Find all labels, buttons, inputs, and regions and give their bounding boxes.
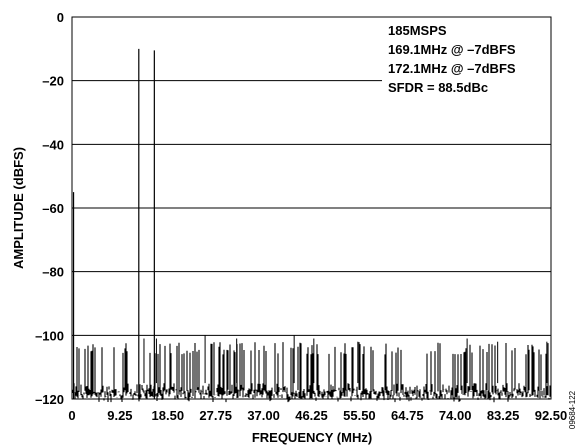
x-tick-label: 46.25 xyxy=(295,408,328,423)
y-tick-label: –100 xyxy=(35,328,64,343)
x-tick-label: 9.25 xyxy=(107,408,132,423)
annotation-line: 169.1MHz @ –7dBFS xyxy=(388,42,516,57)
figure-id: 09684-122 xyxy=(568,390,577,429)
x-tick-label: 37.00 xyxy=(247,408,280,423)
y-axis-label: AMPLITUDE (dBFS) xyxy=(11,147,26,269)
x-tick-label: 83.25 xyxy=(487,408,520,423)
y-tick-label: –40 xyxy=(42,137,64,152)
x-tick-label: 27.75 xyxy=(199,408,232,423)
y-tick-label: –60 xyxy=(42,201,64,216)
y-tick-label: –120 xyxy=(35,392,64,407)
y-tick-label: –20 xyxy=(42,74,64,89)
y-tick-label: –80 xyxy=(42,265,64,280)
annotation-line: 185MSPS xyxy=(388,23,447,38)
x-axis-ticks: 0 9.25 18.50 27.75 37.00 46.25 55.50 64.75 74.00… xyxy=(68,408,567,423)
x-axis-label: FREQUENCY (MHz) xyxy=(252,430,372,445)
annotation-block: 185MSPS 169.1MHz @ –7dBFS 172.1MHz @ –7dBF… xyxy=(388,23,516,95)
grid-lines xyxy=(72,80,551,336)
plot-frame xyxy=(71,16,552,400)
fft-trace xyxy=(72,48,551,403)
y-axis-ticks: 0 –20 –40 –60 –80 –100 –120 xyxy=(35,10,64,407)
annotation-line: SFDR = 88.5dBc xyxy=(388,80,488,95)
x-tick-label: 64.75 xyxy=(391,408,424,423)
x-tick-label: 92.50 xyxy=(535,408,568,423)
y-tick-label: 0 xyxy=(57,10,64,25)
x-tick-label: 74.00 xyxy=(439,408,472,423)
x-tick-label: 55.50 xyxy=(343,408,376,423)
noise-floor xyxy=(72,342,551,403)
x-tick-label: 0 xyxy=(68,408,75,423)
annotation-line: 172.1MHz @ –7dBFS xyxy=(388,61,516,76)
x-tick-label: 18.50 xyxy=(152,408,185,423)
